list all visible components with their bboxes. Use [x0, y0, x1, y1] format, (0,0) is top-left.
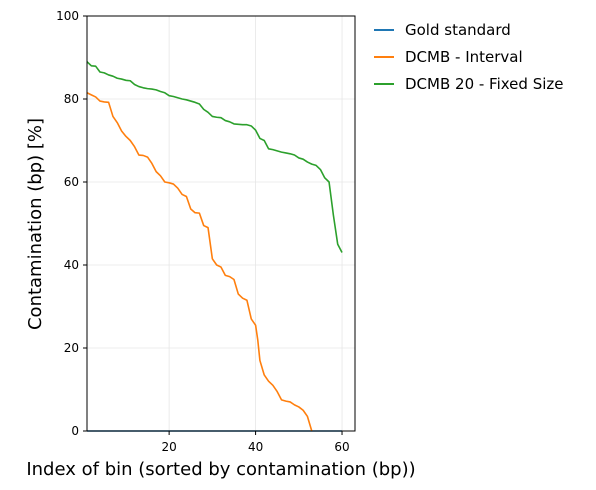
series-line-2 [86, 61, 343, 253]
series-lines [86, 61, 343, 432]
tick-marks: 20 40 60 0 20 40 60 80 100 [56, 9, 350, 454]
legend-label-1: DCMB - Interval [405, 48, 523, 66]
y-tick-label-4: 80 [64, 92, 79, 106]
x-tick-label-2: 60 [334, 440, 349, 454]
series-line-1 [86, 92, 313, 432]
axes [86, 15, 356, 432]
y-tick-label-3: 60 [64, 175, 79, 189]
legend: Gold standard DCMB - Interval DCMB 20 - Fi… [374, 21, 564, 93]
y-tick-label-2: 40 [64, 258, 79, 272]
y-tick-label-1: 20 [64, 341, 79, 355]
legend-label-0: Gold standard [405, 21, 511, 39]
y-tick-label-5: 100 [56, 9, 79, 23]
y-axis-title: Contamination (bp) [%] [25, 118, 46, 330]
x-tick-label-1: 40 [248, 440, 263, 454]
x-tick-label-0: 20 [161, 440, 176, 454]
y-tick-label-0: 0 [71, 424, 79, 438]
gridlines [87, 15, 355, 432]
plot-frame [86, 15, 356, 432]
x-axis-title: Index of bin (sorted by contamination (b… [26, 459, 415, 480]
legend-label-2: DCMB 20 - Fixed Size [405, 75, 564, 93]
